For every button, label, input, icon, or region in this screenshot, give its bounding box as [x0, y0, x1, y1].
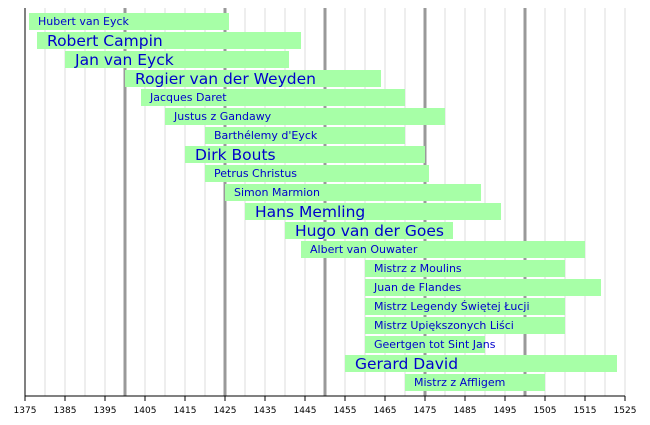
timeline-bar: [365, 336, 485, 353]
bar-label: Mistrz Legendy Świętej Łucji: [374, 300, 530, 313]
bar-label: Mistrz Upiększonych Liści: [374, 319, 514, 332]
timeline-bar: [205, 165, 429, 182]
bar-label: Petrus Christus: [214, 167, 297, 180]
x-tick-label: 1375: [14, 406, 37, 416]
timeline-bar: [29, 13, 229, 30]
timeline-bar: [165, 108, 445, 125]
timeline-bar: [365, 260, 565, 277]
bar-label: Albert van Ouwater: [310, 243, 418, 256]
timeline-bar: [301, 241, 585, 258]
bar-label: Barthélemy d'Eyck: [214, 129, 318, 142]
bar-label: Hubert van Eyck: [38, 15, 130, 28]
bar-label: Mistrz z Affligem: [414, 376, 505, 389]
x-tick-label: 1495: [494, 406, 517, 416]
x-tick-label: 1485: [454, 406, 477, 416]
bar-label: Hans Memling: [255, 203, 365, 221]
bar-label: Dirk Bouts: [195, 146, 276, 164]
timeline-bar: [245, 203, 501, 220]
x-tick-label: 1385: [54, 406, 77, 416]
bars: [29, 13, 617, 391]
timeline-bar: [185, 146, 425, 163]
timeline-bar: [285, 222, 453, 239]
bar-label: Robert Campin: [47, 32, 163, 50]
x-tick-label: 1425: [214, 406, 237, 416]
x-axis: 1375 1385 1395 1405 1415 1425 1435 1445 1455 1465…: [14, 8, 637, 416]
bar-label: Justus z Gandawy: [173, 110, 272, 123]
bar-label: Rogier van der Weyden: [135, 70, 316, 88]
x-tick-label: 1455: [334, 406, 357, 416]
bar-label: Jan van Eyck: [74, 51, 174, 69]
bar-label: Hugo van der Goes: [295, 222, 444, 240]
x-tick-label: 1475: [414, 406, 437, 416]
x-tick-label: 1505: [534, 406, 557, 416]
x-tick-label: 1395: [94, 406, 117, 416]
timeline-bar: [365, 298, 565, 315]
timeline-bar: [65, 51, 289, 68]
x-tick-label: 1415: [174, 406, 197, 416]
x-tick-label: 1465: [374, 406, 397, 416]
timeline-bar: [141, 89, 405, 106]
bar-label: Jacques Daret: [149, 91, 227, 104]
x-tick-label: 1435: [254, 406, 277, 416]
timeline-bar: [365, 279, 601, 296]
timeline-bar: [37, 32, 301, 49]
timeline-bar: [345, 355, 617, 372]
x-tick-label: 1515: [574, 406, 597, 416]
bar-label: Juan de Flandes: [373, 281, 462, 294]
bar-label: Simon Marmion: [234, 186, 320, 199]
timeline-bar: [225, 184, 481, 201]
timeline-bar: [365, 317, 565, 334]
timeline-bar: [405, 374, 545, 391]
x-tick-label: 1525: [614, 406, 637, 416]
timeline-bar: [125, 70, 381, 87]
x-tick-label: 1445: [294, 406, 317, 416]
timeline-bar: [205, 127, 405, 144]
bar-label: Gerard David: [355, 355, 458, 373]
bar-label: Geertgen tot Sint Jans: [374, 338, 496, 351]
x-tick-label: 1405: [134, 406, 157, 416]
bar-label: Mistrz z Moulins: [374, 262, 462, 275]
